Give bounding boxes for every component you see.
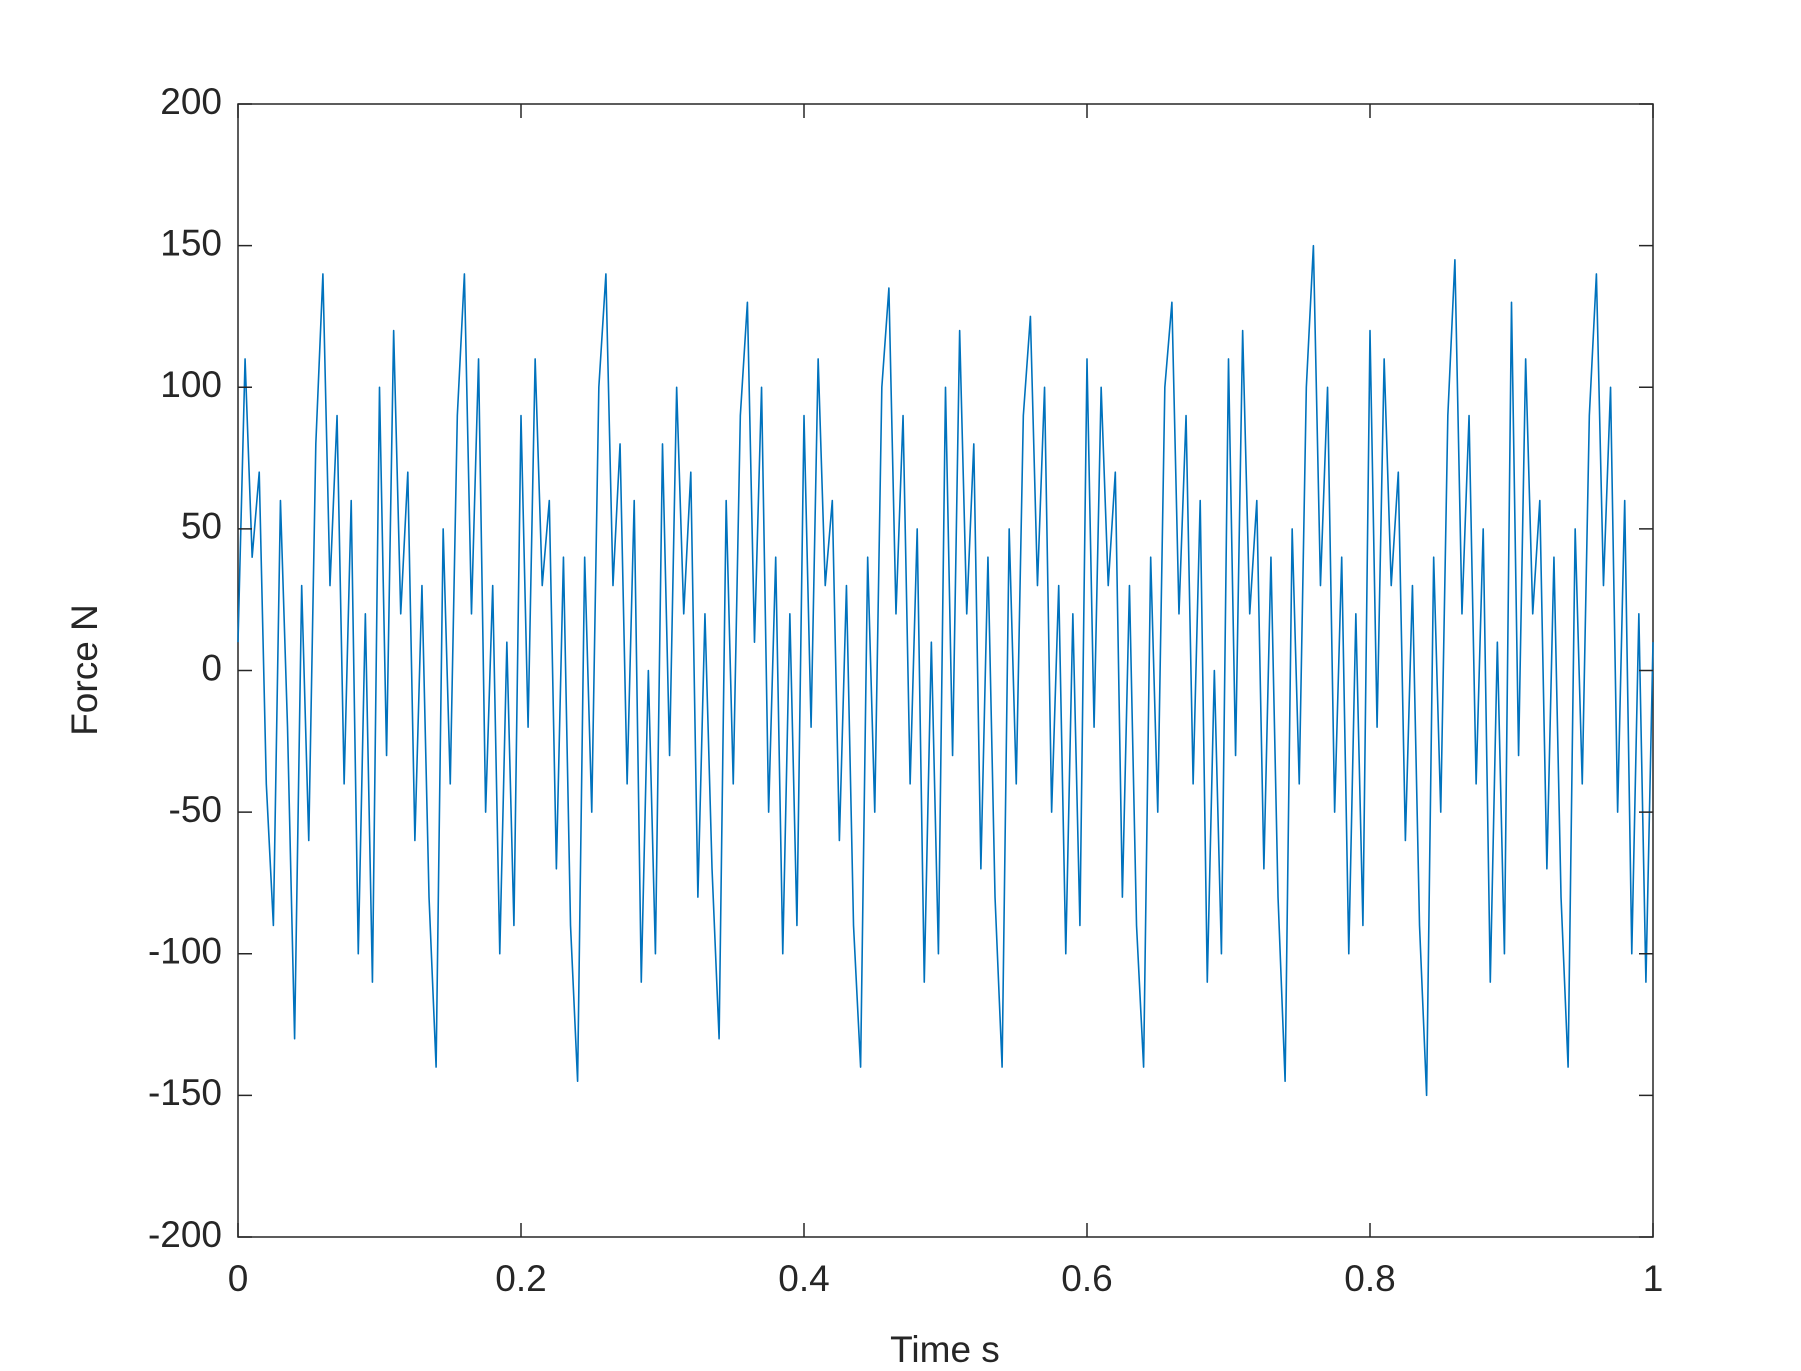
y-tick-label: 150: [160, 222, 222, 263]
y-tick-label: -100: [148, 931, 222, 972]
y-tick-label: 200: [160, 81, 222, 122]
y-tick-label: 0: [201, 647, 222, 688]
x-tick-label: 0.4: [778, 1258, 829, 1299]
y-axis-label: Force N: [64, 604, 105, 736]
x-tick-label: 0.8: [1344, 1258, 1395, 1299]
x-tick-label: 0.2: [495, 1258, 546, 1299]
x-tick-label: 0: [228, 1258, 249, 1299]
x-tick-label: 0.6: [1061, 1258, 1112, 1299]
y-tick-label: -50: [169, 789, 222, 830]
y-tick-label: -150: [148, 1072, 222, 1113]
x-tick-label: 1: [1643, 1258, 1664, 1299]
y-tick-label: 100: [160, 364, 222, 405]
y-tick-label: 50: [181, 506, 222, 547]
plot-frame: [237, 103, 1654, 1238]
data-line: [237, 244, 1654, 1097]
y-tick-label: -200: [148, 1214, 222, 1255]
x-axis-label: Time s: [890, 1329, 1000, 1370]
